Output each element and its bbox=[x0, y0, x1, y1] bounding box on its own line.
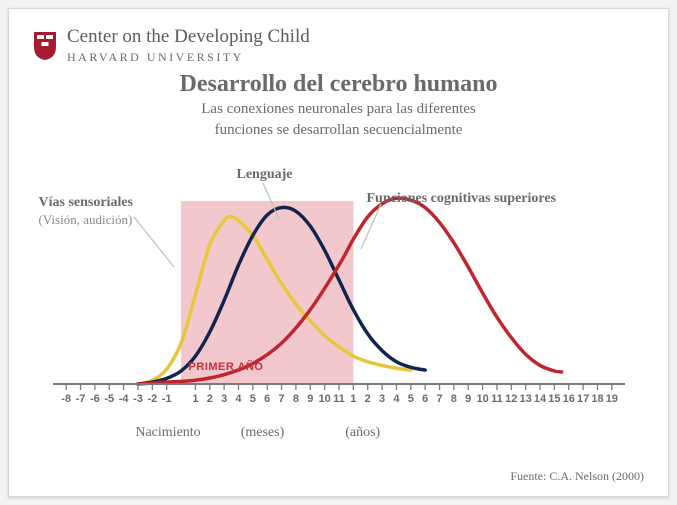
svg-text:11: 11 bbox=[333, 393, 345, 405]
svg-text:1: 1 bbox=[350, 393, 356, 405]
series-label-language-title: Lenguaje bbox=[237, 167, 293, 182]
svg-text:16: 16 bbox=[562, 393, 574, 405]
series-label-sensory-caption: (Visión, audición) bbox=[39, 212, 133, 227]
svg-text:8: 8 bbox=[450, 393, 456, 405]
svg-text:19: 19 bbox=[605, 393, 617, 405]
svg-text:6: 6 bbox=[264, 393, 270, 405]
axis-caption-birth: Nacimiento bbox=[135, 425, 200, 441]
harvard-shield-icon bbox=[33, 31, 57, 61]
series-label-language: Lenguaje bbox=[237, 167, 293, 184]
series-label-sensory: Vías sensoriales (Visión, audición) bbox=[39, 195, 134, 230]
svg-text:14: 14 bbox=[533, 393, 546, 405]
svg-text:10: 10 bbox=[318, 393, 330, 405]
highlight-label: PRIMER AÑO bbox=[189, 361, 264, 373]
svg-text:-8: -8 bbox=[61, 393, 71, 405]
svg-text:-7: -7 bbox=[75, 393, 85, 405]
chart-subtitle-line1: Las conexiones neuronales para las difer… bbox=[33, 100, 644, 120]
svg-text:2: 2 bbox=[364, 393, 370, 405]
svg-text:5: 5 bbox=[249, 393, 255, 405]
svg-text:17: 17 bbox=[576, 393, 588, 405]
chart-title: Desarrollo del cerebro humano bbox=[33, 71, 644, 98]
svg-text:13: 13 bbox=[519, 393, 531, 405]
series-label-cognitive-title: Funciones cognitivas superiores bbox=[367, 191, 557, 206]
axis-caption-months: (meses) bbox=[241, 425, 285, 441]
svg-text:-6: -6 bbox=[90, 393, 100, 405]
svg-text:-5: -5 bbox=[104, 393, 114, 405]
svg-text:10: 10 bbox=[476, 393, 488, 405]
svg-text:4: 4 bbox=[235, 393, 242, 405]
org-subtitle: HARVARD UNIVERSITY bbox=[67, 50, 310, 65]
logo-block: Center on the Developing Child HARVARD U… bbox=[33, 27, 644, 65]
svg-text:6: 6 bbox=[422, 393, 428, 405]
svg-text:11: 11 bbox=[491, 393, 503, 405]
svg-text:9: 9 bbox=[307, 393, 313, 405]
axis-caption-years: (años) bbox=[345, 425, 380, 441]
svg-text:8: 8 bbox=[292, 393, 298, 405]
svg-text:9: 9 bbox=[465, 393, 471, 405]
svg-text:-4: -4 bbox=[118, 393, 129, 405]
svg-text:5: 5 bbox=[407, 393, 413, 405]
svg-text:3: 3 bbox=[221, 393, 227, 405]
svg-text:7: 7 bbox=[436, 393, 442, 405]
svg-text:18: 18 bbox=[591, 393, 603, 405]
svg-text:3: 3 bbox=[379, 393, 385, 405]
svg-text:-1: -1 bbox=[161, 393, 171, 405]
org-text: Center on the Developing Child HARVARD U… bbox=[67, 27, 310, 65]
svg-text:4: 4 bbox=[393, 393, 400, 405]
source-citation: Fuente: C.A. Nelson (2000) bbox=[510, 469, 644, 484]
org-name: Center on the Developing Child bbox=[67, 27, 310, 48]
card: Center on the Developing Child HARVARD U… bbox=[8, 8, 669, 497]
svg-text:-2: -2 bbox=[147, 393, 157, 405]
svg-text:7: 7 bbox=[278, 393, 284, 405]
svg-text:1: 1 bbox=[192, 393, 198, 405]
svg-text:2: 2 bbox=[206, 393, 212, 405]
chart-subtitle-line2: funciones se desarrollan secuencialmente bbox=[33, 121, 644, 141]
series-label-sensory-title: Vías sensoriales bbox=[39, 195, 134, 210]
series-label-cognitive: Funciones cognitivas superiores bbox=[367, 191, 557, 208]
svg-text:-3: -3 bbox=[133, 393, 143, 405]
chart-area: -8-7-6-5-4-3-2-1123456789101112345678910… bbox=[39, 149, 639, 449]
svg-text:15: 15 bbox=[548, 393, 560, 405]
svg-text:12: 12 bbox=[505, 393, 517, 405]
